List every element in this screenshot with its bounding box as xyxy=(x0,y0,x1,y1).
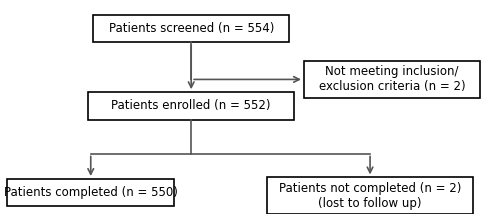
FancyBboxPatch shape xyxy=(304,61,480,98)
FancyBboxPatch shape xyxy=(88,92,294,120)
Text: Patients not completed (n = 2)
(lost to follow up): Patients not completed (n = 2) (lost to … xyxy=(279,182,461,210)
Text: Patients completed (n = 550): Patients completed (n = 550) xyxy=(4,186,178,199)
FancyBboxPatch shape xyxy=(8,179,174,206)
FancyBboxPatch shape xyxy=(93,15,289,42)
FancyBboxPatch shape xyxy=(267,177,473,214)
Text: Patients enrolled (n = 552): Patients enrolled (n = 552) xyxy=(112,99,271,112)
Text: Not meeting inclusion/
exclusion criteria (n = 2): Not meeting inclusion/ exclusion criteri… xyxy=(319,65,466,94)
Text: Patients screened (n = 554): Patients screened (n = 554) xyxy=(108,22,274,35)
